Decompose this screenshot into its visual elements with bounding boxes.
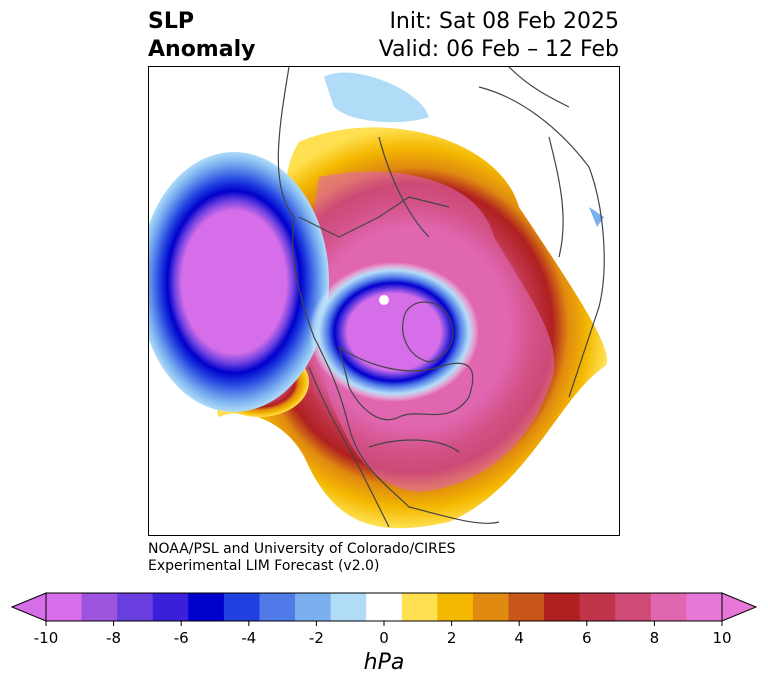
map-panel (148, 66, 620, 536)
colorbar: -10 -8 -6 -4 -2 0 2 4 6 8 10 hPa (0, 585, 768, 685)
colorbar-swatch (508, 593, 545, 621)
colorbar-swatch (686, 593, 723, 621)
colorbar-tick-label: 6 (582, 629, 592, 647)
colorbar-swatch (46, 593, 83, 621)
title-type: Anomaly (148, 37, 256, 62)
valid-range: Valid: 06 Feb – 12 Feb (378, 37, 619, 62)
colorbar-tick-label: 4 (514, 629, 524, 647)
colorbar-tick-label: -6 (174, 629, 189, 647)
colorbar-swatch (579, 593, 616, 621)
colorbar-tick-label: 10 (712, 629, 731, 647)
colorbar-tick-label: -2 (309, 629, 324, 647)
colorbar-extend-high (721, 592, 758, 622)
title-variable: SLP (148, 9, 194, 34)
colorbar-extend-low (10, 592, 47, 622)
colorbar-swatch (650, 593, 687, 621)
east-negative-patch (589, 207, 604, 227)
colorbar-swatch (437, 593, 474, 621)
credit-line-2: Experimental LIM Forecast (v2.0) (148, 558, 380, 574)
colorbar-swatch (259, 593, 296, 621)
colorbar-unit-label: hPa (364, 650, 405, 675)
colorbar-swatch (152, 593, 189, 621)
colorbar-swatch (366, 593, 403, 621)
colorbar-tick-label: -8 (106, 629, 121, 647)
title-left: SLP Anomaly (148, 8, 255, 64)
title-right: Init: Sat 08 Feb 2025 Valid: 06 Feb – 12… (379, 8, 619, 64)
colorbar-swatch (330, 593, 367, 621)
arctic-low (309, 262, 479, 402)
pole-marker (379, 295, 389, 305)
colorbar-swatch (615, 593, 652, 621)
colorbar-swatch (472, 593, 510, 621)
pacific-low (149, 152, 329, 412)
colorbar-swatch (544, 593, 581, 621)
credit: NOAA/PSL and University of Colorado/CIRE… (148, 541, 456, 575)
colorbar-tick-label: -4 (241, 629, 256, 647)
colorbar-swatch (223, 593, 260, 621)
colorbar-swatch (188, 593, 225, 621)
colorbar-tick-label: -10 (34, 629, 59, 647)
colorbar-tick-label: 2 (447, 629, 457, 647)
colorbar-swatch (81, 593, 118, 621)
colorbar-swatch (117, 593, 154, 621)
colorbar-swatch (295, 593, 332, 621)
colorbar-svg: -10 -8 -6 -4 -2 0 2 4 6 8 10 hPa (10, 592, 758, 675)
colorbar-tick-label: 0 (379, 629, 389, 647)
anomaly-map (149, 67, 608, 529)
colorbar-swatch (401, 593, 438, 621)
init-date: Init: Sat 08 Feb 2025 (389, 9, 619, 34)
credit-line-1: NOAA/PSL and University of Colorado/CIRE… (148, 541, 456, 557)
colorbar-tick-label: 8 (650, 629, 660, 647)
north-negative-patch (324, 72, 429, 123)
coastlines (277, 67, 605, 528)
